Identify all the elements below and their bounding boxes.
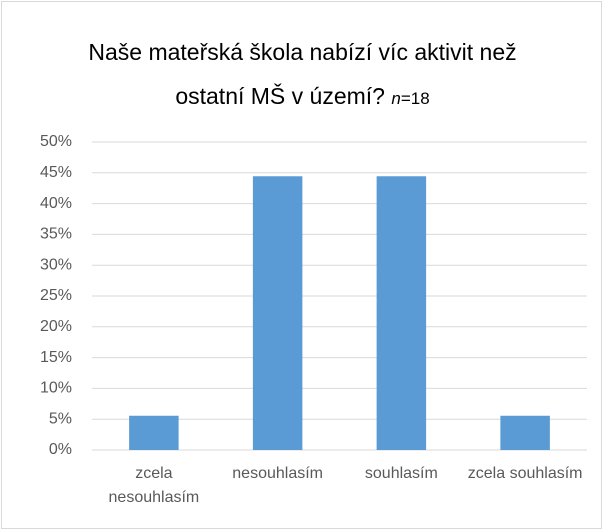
y-tick-label: 45%: [40, 164, 72, 181]
bar: [129, 415, 179, 450]
x-tick-label: zcela nesouhlasím: [108, 465, 200, 506]
y-tick-label: 40%: [40, 195, 72, 212]
x-tick-label: nesouhlasím: [232, 465, 323, 482]
annotation-symbol: n: [391, 89, 401, 108]
y-tick-label: 10%: [40, 380, 72, 397]
y-tick-label: 35%: [40, 226, 72, 243]
y-tick-label: 0%: [49, 441, 72, 458]
annotation-text: =18: [400, 89, 430, 108]
bar: [252, 176, 303, 450]
y-tick-label: 30%: [40, 256, 72, 273]
bar: [376, 176, 427, 450]
bar: [500, 415, 550, 450]
y-tick-label: 50%: [40, 133, 72, 150]
y-tick-label: 20%: [40, 318, 72, 335]
y-tick-label: 15%: [40, 349, 72, 366]
y-tick-label: 5%: [49, 410, 72, 427]
y-tick-label: 25%: [40, 287, 72, 304]
chart-title: Naše mateřská škola nabízí víc aktivit n…: [88, 39, 517, 109]
annotation: n=18: [391, 89, 429, 108]
title-box: Naše mateřská škola nabízí víc aktivit n…: [0, 30, 605, 121]
title-wrap: Naše mateřská škola nabízí víc aktivit n…: [83, 30, 523, 121]
x-tick-label: souhlasím: [364, 465, 438, 482]
x-tick-label: zcela souhlasím: [467, 465, 583, 482]
